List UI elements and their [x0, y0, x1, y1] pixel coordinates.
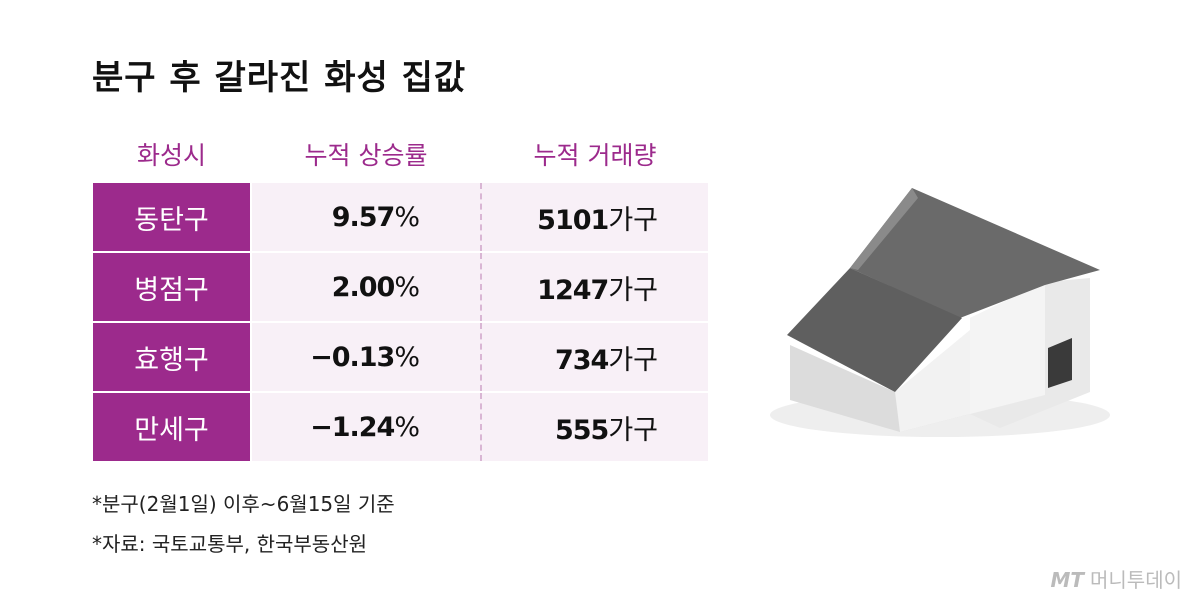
footnote: *자료: 국토교통부, 한국부동산원 — [92, 532, 368, 556]
roof — [850, 188, 1100, 318]
table-body: 동탄구 9.57% 5101가구 병점구 2.00% 1247가구 효행구 −0.13% 734… — [93, 183, 708, 463]
shadow — [770, 393, 1110, 437]
unit: 가구 — [608, 204, 658, 236]
unit: % — [394, 201, 420, 233]
wall — [970, 278, 1090, 428]
rise-cell: 2.00% — [251, 252, 482, 323]
table-row: 동탄구 9.57% 5101가구 — [93, 183, 708, 253]
logo: MT 머니투데이 — [1050, 564, 1182, 593]
window — [1048, 338, 1072, 388]
volume-cell: 734가구 — [481, 322, 708, 393]
table: 동탄구 9.57% 5101가구 병점구 2.00% 1247가구 효행구 −0.13% 734… — [93, 183, 708, 463]
column-header: 누적 상승률 — [304, 141, 428, 170]
district-cell: 만세구 — [93, 392, 252, 463]
logo-name: 머니투데이 — [1090, 568, 1182, 592]
number: −0.13 — [310, 341, 395, 373]
number: 734 — [554, 344, 609, 376]
unit: 가구 — [608, 344, 658, 376]
number: 5101 — [537, 204, 609, 236]
wall — [970, 282, 1045, 414]
column-header: 누적 거래량 — [533, 141, 657, 170]
district-cell: 병점구 — [93, 252, 252, 323]
volume-cell: 5101가구 — [481, 183, 708, 253]
volume-cell: 1247가구 — [481, 252, 708, 323]
unit: % — [394, 341, 420, 373]
unit: 가구 — [608, 414, 658, 446]
rise-cell: −1.24% — [251, 392, 482, 463]
rise-cell: 9.57% — [251, 183, 482, 253]
number: −1.24 — [310, 411, 395, 443]
unit: % — [394, 271, 420, 303]
column-header: 화성시 — [136, 141, 206, 170]
district-cell: 효행구 — [93, 322, 252, 393]
roof-edge — [850, 188, 918, 270]
unit: 가구 — [608, 274, 658, 306]
logo-mark: MT — [1050, 568, 1084, 592]
district-cell: 동탄구 — [93, 183, 252, 253]
volume-cell: 555가구 — [481, 392, 708, 463]
table-row: 효행구 −0.13% 734가구 — [93, 322, 708, 393]
wall — [790, 345, 970, 432]
number: 9.57 — [331, 201, 396, 233]
table-row: 만세구 −1.24% 555가구 — [93, 392, 708, 463]
unit: % — [394, 411, 420, 443]
rise-cell: −0.13% — [251, 322, 482, 393]
footnote: *분구(2월1일) 이후~6월15일 기준 — [92, 492, 395, 516]
roof — [787, 268, 962, 392]
number: 1247 — [537, 274, 609, 306]
number: 2.00 — [331, 271, 396, 303]
wall — [895, 330, 970, 432]
title: 분구 후 갈라진 화성 집값 — [92, 58, 467, 98]
number: 555 — [554, 414, 609, 446]
table-row: 병점구 2.00% 1247가구 — [93, 252, 708, 323]
